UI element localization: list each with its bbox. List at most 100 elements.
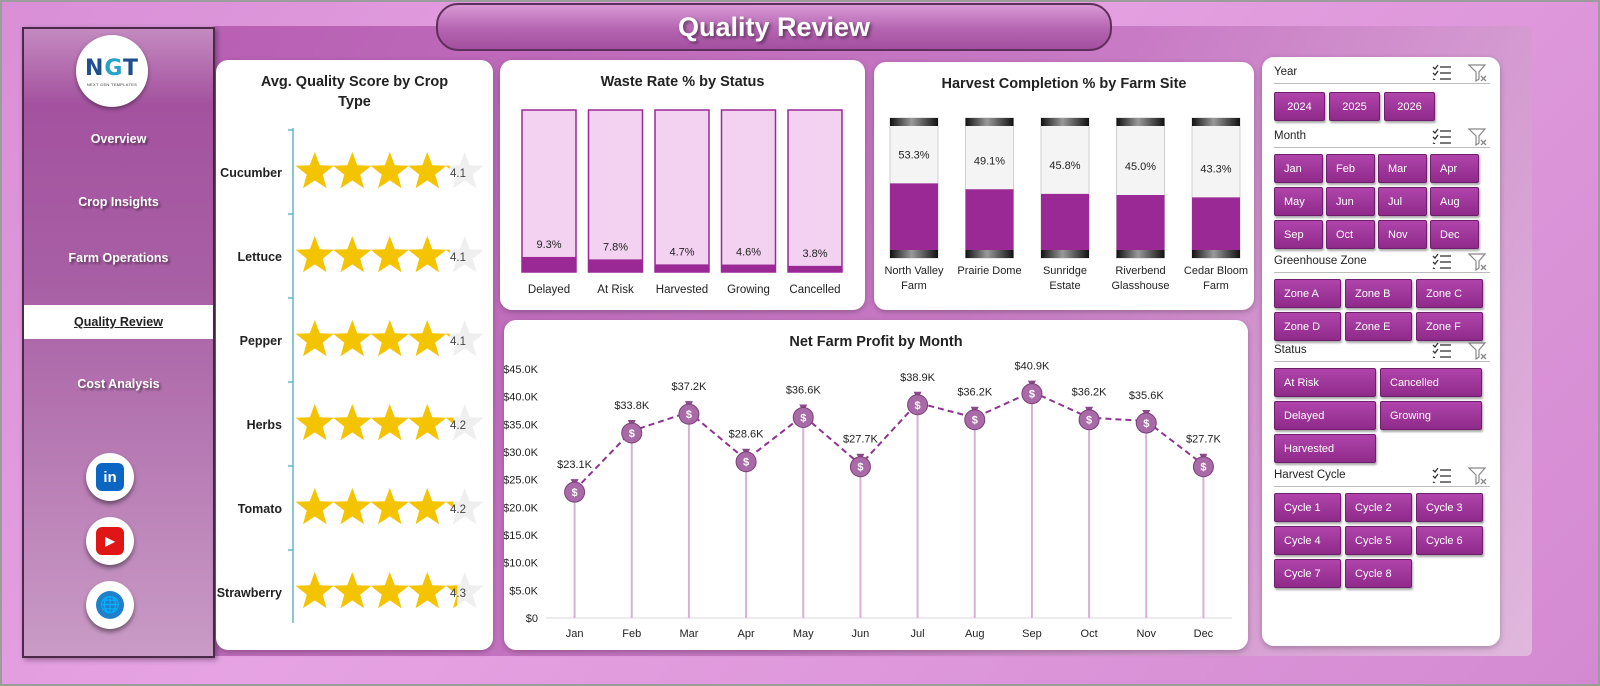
slicer-zone-item[interactable]: Zone B bbox=[1345, 279, 1412, 308]
waste-value-label: 7.8% bbox=[603, 241, 628, 253]
profit-value-label: $27.7K bbox=[1186, 434, 1222, 446]
website-button[interactable]: 🌐 bbox=[86, 581, 134, 629]
slicer-status-item[interactable]: At Risk bbox=[1274, 368, 1376, 397]
slicer-month-item[interactable]: Mar bbox=[1378, 154, 1427, 183]
slicer-year-item[interactable]: 2025 bbox=[1329, 92, 1380, 121]
slicer-year-item[interactable]: 2024 bbox=[1274, 92, 1325, 121]
waste-bar-background bbox=[720, 109, 777, 273]
star-filled-icon bbox=[445, 501, 454, 525]
money-bag-symbol: $ bbox=[800, 412, 806, 424]
slicer-zone-item[interactable]: Zone A bbox=[1274, 279, 1341, 308]
clear-filter-icon[interactable] bbox=[1467, 64, 1488, 83]
money-bag-icon: $ bbox=[1135, 410, 1157, 434]
linkedin-button[interactable]: in bbox=[86, 453, 134, 501]
nav-farm-operations[interactable]: Farm Operations bbox=[68, 251, 169, 265]
star-filled-icon bbox=[296, 236, 334, 273]
profit-value-label: $40.9K bbox=[1014, 361, 1050, 373]
harvest-completion-card: Harvest Completion % by Farm Site 53.3% N… bbox=[874, 62, 1254, 310]
slicer-status-item[interactable]: Delayed bbox=[1274, 401, 1376, 430]
quality-value-label: 4.2 bbox=[450, 504, 466, 516]
harvest-value-label: 43.3% bbox=[1200, 163, 1231, 175]
clear-filter-icon[interactable] bbox=[1467, 342, 1488, 361]
nav-crop-insights[interactable]: Crop Insights bbox=[78, 195, 159, 209]
profit-ytick-label: $45.0K bbox=[504, 364, 539, 376]
money-bag-body bbox=[1192, 456, 1214, 478]
harvest-chart: 53.3% North Valley Farm 49.1% Prairie Dome 45… bbox=[884, 117, 1248, 292]
slicer-month-item[interactable]: Jun bbox=[1326, 187, 1375, 216]
quality-chart: Cucumber 4.1 Lettuce 4.1 Pepper 4.1 Herbs 4.2 To… bbox=[217, 128, 484, 623]
linkedin-icon: in bbox=[96, 463, 124, 491]
slicer-zone-item[interactable]: Zone D bbox=[1274, 312, 1341, 341]
slicer-month-item[interactable]: Feb bbox=[1326, 154, 1375, 183]
profit-value-label: $38.9K bbox=[900, 372, 936, 384]
slicer-month-item[interactable]: Aug bbox=[1430, 187, 1479, 216]
star-filled-icon bbox=[333, 572, 372, 609]
slicer-status-item[interactable]: Harvested bbox=[1274, 434, 1376, 463]
profit-value-label: $36.6K bbox=[786, 384, 822, 396]
slicer-month-item[interactable]: May bbox=[1274, 187, 1323, 216]
multi-select-icon[interactable] bbox=[1432, 253, 1452, 270]
multi-select-icon[interactable] bbox=[1432, 128, 1452, 145]
money-bag-symbol: $ bbox=[1086, 415, 1092, 427]
harvest-tube-cap bbox=[890, 118, 938, 126]
multi-select-icon[interactable] bbox=[1432, 467, 1452, 484]
slicer-month-item[interactable]: Oct bbox=[1326, 220, 1375, 249]
slicer-year-item[interactable]: 2026 bbox=[1384, 92, 1435, 121]
slicer-cycle-item[interactable]: Cycle 5 bbox=[1345, 526, 1412, 555]
youtube-button[interactable]: ▶ bbox=[86, 517, 134, 565]
slicer-header-status: Status bbox=[1274, 340, 1490, 362]
money-bag-icon: $ bbox=[621, 419, 643, 444]
money-bag-icon: $ bbox=[964, 406, 986, 431]
multi-select-icon[interactable] bbox=[1432, 64, 1452, 81]
nav-overview[interactable]: Overview bbox=[90, 132, 147, 146]
star-filled-icon bbox=[445, 417, 454, 441]
waste-bar bbox=[788, 265, 842, 272]
slicer-zone-item[interactable]: Zone C bbox=[1416, 279, 1483, 308]
money-bag-body bbox=[792, 406, 814, 428]
slicer-cycle-item[interactable]: Cycle 1 bbox=[1274, 493, 1341, 522]
profit-month-label: Oct bbox=[1081, 628, 1098, 640]
nav-cost-analysis[interactable]: Cost Analysis bbox=[77, 377, 160, 391]
slicer-status-item[interactable]: Cancelled bbox=[1380, 368, 1482, 397]
harvest-category-label: Farm bbox=[901, 280, 927, 292]
clear-filter-icon[interactable] bbox=[1467, 467, 1488, 486]
multi-select-icon[interactable] bbox=[1432, 342, 1452, 359]
slicer-cycle-item[interactable]: Cycle 7 bbox=[1274, 559, 1341, 588]
money-bag-icon: $ bbox=[564, 479, 586, 503]
page-title: Quality Review bbox=[436, 3, 1112, 51]
waste-value-label: 3.8% bbox=[802, 248, 827, 260]
clear-filter-icon[interactable] bbox=[1467, 253, 1488, 272]
harvest-tube-cap bbox=[965, 118, 1014, 126]
money-bag-symbol: $ bbox=[629, 428, 635, 440]
profit-value-label: $36.2K bbox=[957, 387, 993, 399]
star-filled-icon bbox=[408, 488, 447, 525]
slicer-month-item[interactable]: Jul bbox=[1378, 187, 1427, 216]
slicer-status-item[interactable]: Growing bbox=[1380, 401, 1482, 430]
slicer-month-item[interactable]: Jan bbox=[1274, 154, 1323, 183]
slicer-month-item[interactable]: Nov bbox=[1378, 220, 1427, 249]
slicer-cycle-item[interactable]: Cycle 8 bbox=[1345, 559, 1412, 588]
slicer-zone-item[interactable]: Zone E bbox=[1345, 312, 1412, 341]
slicer-header-month: Month bbox=[1274, 126, 1490, 148]
harvest-value-label: 53.3% bbox=[898, 149, 929, 161]
waste-rate-card: Waste Rate % by Status 9.3% Delayed 7.8% At… bbox=[500, 60, 865, 310]
quality-value-label: 4.1 bbox=[450, 336, 466, 348]
slicer-month-item[interactable]: Sep bbox=[1274, 220, 1323, 249]
waste-value-label: 4.6% bbox=[736, 247, 761, 259]
money-bag-body bbox=[1078, 409, 1100, 431]
slicer-cycle-item[interactable]: Cycle 4 bbox=[1274, 526, 1341, 555]
slicer-zone-item[interactable]: Zone F bbox=[1416, 312, 1483, 341]
quality-value-label: 4.1 bbox=[450, 252, 466, 264]
profit-month-label: Feb bbox=[622, 628, 641, 640]
star-filled-icon bbox=[370, 404, 409, 441]
slicer-month-item[interactable]: Apr bbox=[1430, 154, 1479, 183]
profit-ytick-label: $15.0K bbox=[504, 530, 539, 542]
clear-filter-icon[interactable] bbox=[1467, 128, 1488, 147]
waste-category-label: Harvested bbox=[656, 284, 708, 296]
slicer-month-item[interactable]: Dec bbox=[1430, 220, 1479, 249]
slicer-cycle-item[interactable]: Cycle 3 bbox=[1416, 493, 1483, 522]
harvest-category-label: Estate bbox=[1049, 280, 1080, 292]
slicer-cycle-item[interactable]: Cycle 6 bbox=[1416, 526, 1483, 555]
nav-quality-review[interactable]: Quality Review bbox=[24, 305, 213, 339]
slicer-cycle-item[interactable]: Cycle 2 bbox=[1345, 493, 1412, 522]
